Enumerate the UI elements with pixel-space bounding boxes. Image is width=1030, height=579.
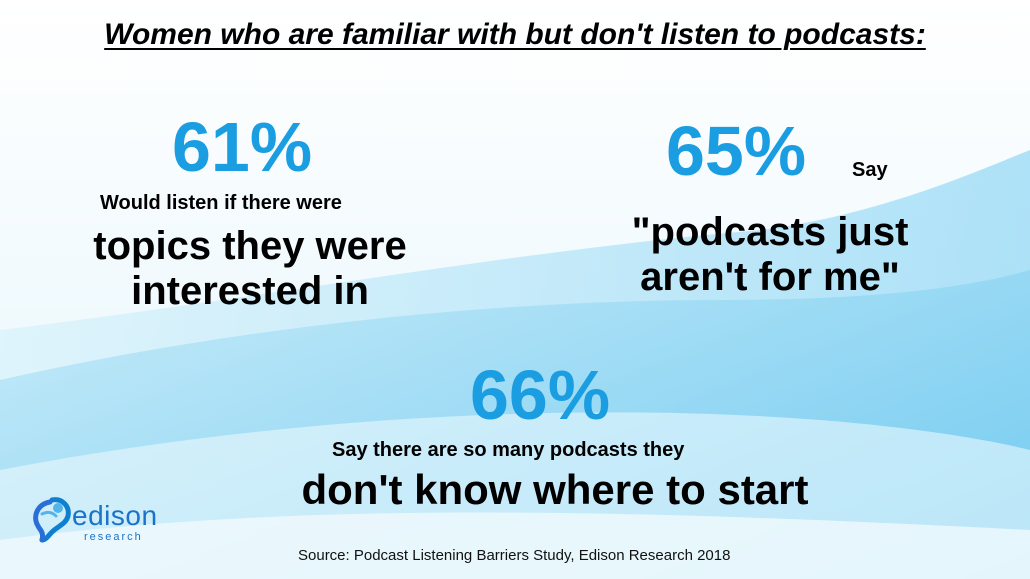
stat-61-emphasis-line1: topics they were <box>93 224 407 268</box>
stat-66-percent: 66% <box>470 356 611 434</box>
stat-65-emphasis-line1: "podcasts just <box>631 210 909 254</box>
stat-66-emphasis: don't know where to start <box>301 466 809 513</box>
stat-61-emphasis: topics they were interested in <box>30 224 470 314</box>
stat-61-emphasis-line2: interested in <box>131 268 369 313</box>
stat-65-emphasis-line2: aren't for me" <box>640 254 900 299</box>
stat-61-lead: Would listen if there were <box>100 192 342 214</box>
logo-name: edison <box>72 500 158 531</box>
source-note: Source: Podcast Listening Barriers Study… <box>298 547 731 564</box>
stat-61-percent: 61% <box>172 108 313 186</box>
edison-research-logo: edison research <box>22 494 182 550</box>
stat-65-emphasis: "podcasts just aren't for me" <box>570 210 970 300</box>
stat-65-lead: Say <box>852 159 888 181</box>
page-title: Women who are familiar with but don't li… <box>104 18 926 51</box>
logo-subtitle: research <box>84 531 143 543</box>
stat-65-percent: 65% <box>666 112 807 190</box>
edison-bulb-logo-icon <box>33 497 71 543</box>
stat-66-lead: Say there are so many podcasts they <box>332 439 685 461</box>
